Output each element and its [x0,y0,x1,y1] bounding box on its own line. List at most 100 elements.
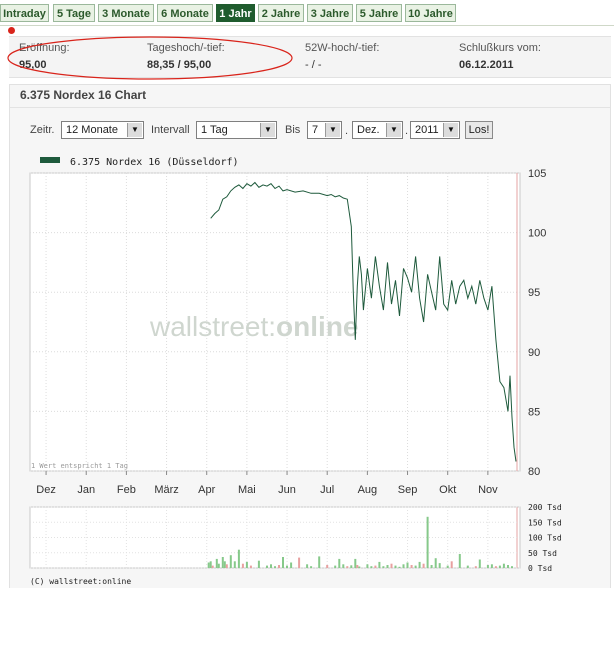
volume-bar [286,565,288,568]
volume-bar [274,566,276,568]
volume-bar [382,566,385,568]
panel-title-divider [10,107,610,108]
submit-button[interactable]: Los! [465,121,493,139]
volume-bar [290,562,293,568]
volume-bar [334,565,337,568]
volume-bar [354,558,357,568]
volume-y-ticks: 0 Tsd 50 Tsd 100 Tsd 150 Tsd 200 Tsd [528,503,562,573]
volume-bar [215,558,218,568]
volume-bar [358,566,361,568]
volume-y-tick-label: 150 Tsd [528,518,562,527]
volume-bar [207,562,210,568]
tab-1-jahr[interactable]: 1 Jahr [216,4,255,22]
day-select[interactable]: 7 ▼ [307,121,342,139]
x-tick-label: Dez [36,484,56,496]
volume-bar [233,561,236,568]
volume-bar [245,561,248,568]
x-tick-label: Mai [238,484,256,496]
volume-bar [458,554,461,568]
volume-bar [366,564,369,568]
intervall-select[interactable]: 1 Tag ▼ [196,121,277,139]
volume-bar [229,555,232,568]
x-tick-label: Nov [478,484,498,496]
volume-bar [474,566,477,568]
volume-y-tick-label: 200 Tsd [528,503,562,512]
volume-y-tick-label: 100 Tsd [528,534,562,543]
tab-3-monate[interactable]: 3 Monate [98,4,154,22]
month-select[interactable]: Dez. ▼ [352,121,403,139]
zeitr-label: Zeitr. [30,124,55,136]
day-select-value: 7 [312,124,319,136]
volume-bar [257,560,260,568]
chevron-down-icon: ▼ [443,123,458,137]
volume-bar [249,565,252,568]
volume-bar [386,565,389,568]
watermark: wallstreet:online [149,311,359,342]
volume-bars [207,516,513,568]
date-separator: . [405,125,409,137]
tab-divider [0,25,614,26]
volume-bar [430,565,433,568]
tab-5-tage[interactable]: 5 Tage [53,4,95,22]
volume-bar [378,561,381,568]
volume-bar [426,516,429,568]
legend-swatch [40,157,60,163]
bis-label: Bis [285,124,301,136]
volume-bar [490,564,493,568]
intervall-label: Intervall [151,124,190,136]
chart-note: 1 Wert entspricht 1 Tag [31,462,128,470]
x-tick-label: Jun [278,484,296,496]
grid [30,172,520,472]
volume-bar [217,563,220,568]
zeitr-select[interactable]: 12 Monate ▼ [61,121,144,139]
intervall-select-value: 1 Tag [201,124,228,136]
volume-bar [478,559,481,568]
series-line-nordex [210,181,517,462]
tab-5-jahre[interactable]: 5 Jahre [356,4,402,22]
week52-label: 52W-hoch/-tief: [305,42,380,54]
volume-bar [266,565,268,568]
watermark-left: wallstreet: [149,311,276,342]
volume-bar [326,565,329,568]
volume-bar [494,566,497,568]
volume-bar [438,563,441,568]
chevron-down-icon: ▼ [386,123,401,137]
volume-bar [398,566,401,568]
volume-bar [402,564,405,568]
volume-bar [298,557,301,568]
volume-bar [414,565,417,568]
volume-bar [498,565,501,568]
volume-bar [209,561,212,568]
volume-y-tick-label: 0 Tsd [528,564,552,573]
volume-bar [446,565,449,568]
volume-bar [406,562,409,568]
y-tick-label: 80 [528,466,540,478]
volume-bar [270,564,272,568]
x-tick-label: Feb [117,484,136,496]
tab-intraday[interactable]: Intraday [0,4,49,22]
volume-bar [306,564,309,568]
red-dot-icon [8,27,15,34]
volume-bar [223,561,226,568]
volume-bar [418,561,421,568]
year-select-value: 2011 [415,124,439,136]
tab-3-jahre[interactable]: 3 Jahre [307,4,353,22]
volume-bar [486,565,489,568]
period-tabs: Intraday 5 Tage 3 Monate 6 Monate 1 Jahr… [0,4,614,24]
chevron-down-icon: ▼ [325,123,340,137]
tab-2-jahre[interactable]: 2 Jahre [258,4,304,22]
volume-bar [370,566,373,568]
volume-bar [282,557,284,568]
y-axis-ticks: 80 85 90 95 100 105 [528,168,546,478]
chevron-down-icon: ▼ [127,123,142,137]
year-select[interactable]: 2011 ▼ [410,121,460,139]
tab-6-monate[interactable]: 6 Monate [157,4,213,22]
volume-bar [511,566,513,568]
x-tick-label: Jul [320,484,334,496]
volume-bar [374,565,377,568]
copyright: (C) wallstreet:online [30,577,131,586]
volume-bar [350,565,353,568]
x-tick-label: Apr [198,484,215,496]
tab-10-jahre[interactable]: 10 Jahre [405,4,456,22]
